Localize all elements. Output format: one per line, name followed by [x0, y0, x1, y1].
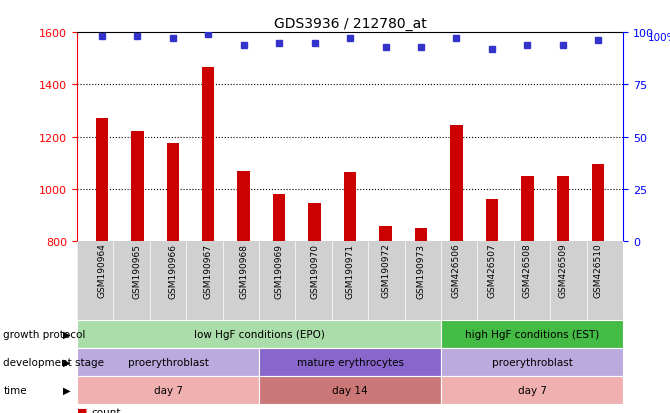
- Text: development stage: development stage: [3, 357, 105, 367]
- Bar: [202, 68, 214, 242]
- Text: day 7: day 7: [153, 385, 182, 395]
- Bar: [415, 228, 427, 242]
- Bar: [486, 200, 498, 242]
- Text: day 14: day 14: [332, 385, 368, 395]
- Bar: [379, 226, 392, 242]
- Text: ▶: ▶: [63, 357, 70, 367]
- Text: 100%: 100%: [648, 33, 670, 43]
- Text: day 7: day 7: [518, 385, 547, 395]
- Text: count: count: [92, 407, 121, 413]
- Bar: [131, 132, 143, 242]
- Bar: [96, 119, 108, 242]
- Text: ▶: ▶: [63, 385, 70, 395]
- Bar: [592, 165, 604, 242]
- Text: proerythroblast: proerythroblast: [127, 357, 208, 367]
- Text: high HgF conditions (EST): high HgF conditions (EST): [465, 329, 599, 339]
- Text: growth protocol: growth protocol: [3, 329, 86, 339]
- Bar: [308, 204, 321, 242]
- Bar: [237, 171, 250, 242]
- Text: proerythroblast: proerythroblast: [492, 357, 573, 367]
- Text: ■: ■: [77, 407, 88, 413]
- Text: ▶: ▶: [63, 329, 70, 339]
- Bar: [557, 176, 569, 242]
- Bar: [167, 144, 179, 242]
- Text: low HgF conditions (EPO): low HgF conditions (EPO): [194, 329, 324, 339]
- Bar: [450, 126, 463, 242]
- Text: mature erythrocytes: mature erythrocytes: [297, 357, 403, 367]
- Title: GDS3936 / 212780_at: GDS3936 / 212780_at: [274, 17, 426, 31]
- Bar: [521, 176, 533, 242]
- Text: time: time: [3, 385, 27, 395]
- Bar: [273, 195, 285, 242]
- Bar: [344, 173, 356, 242]
